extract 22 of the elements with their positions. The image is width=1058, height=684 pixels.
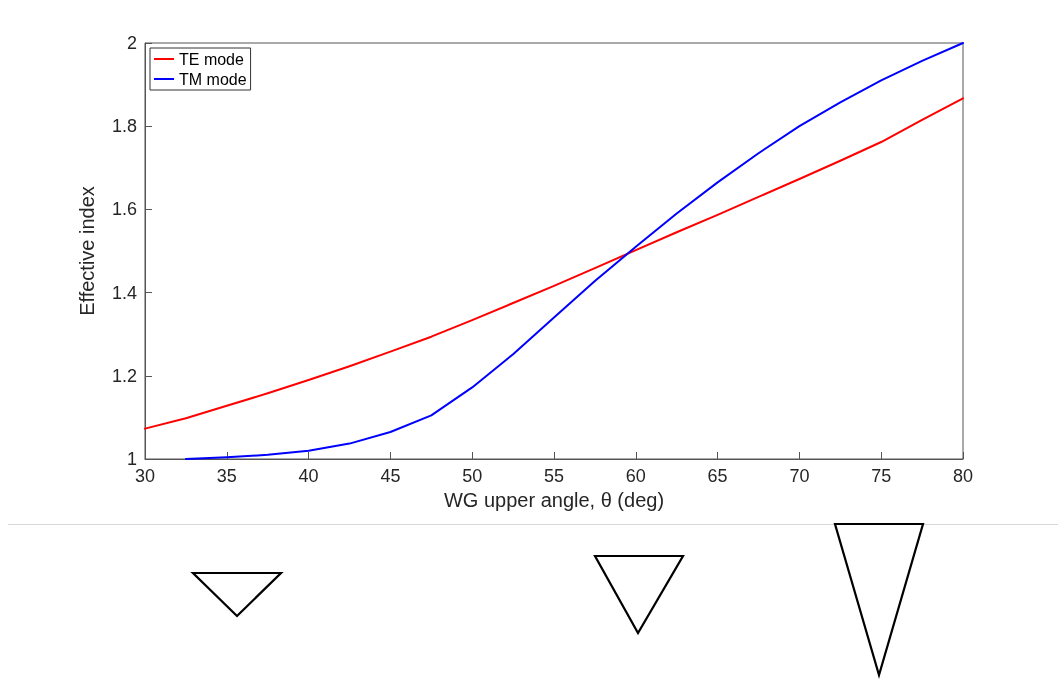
x-tick-label: 40 [298,466,319,486]
x-tick-label: 80 [952,466,974,486]
y-tick-label: 2 [126,33,137,53]
x-tick-label: 70 [789,466,810,486]
y-tick-label: 1.8 [111,116,137,137]
x-tick-label: 75 [871,466,892,486]
x-tick-label: 35 [216,466,237,486]
x-tick-label: 65 [707,466,728,486]
legend-label: TE mode [179,50,245,68]
y-tick-label: 1 [126,449,137,469]
y-tick-label: 1.2 [111,365,137,386]
x-tick-label: 55 [543,466,565,486]
x-tick-label: 30 [134,466,156,486]
x-tick-label: 60 [625,466,646,486]
legend-label: TM mode [179,70,247,88]
x-axis-title: WG upper angle, θ (deg) [443,488,665,511]
y-axis-title: Effective index [76,186,98,316]
y-tick-label: 1.6 [111,199,137,220]
x-tick-label: 50 [462,466,483,486]
x-tick-label: 45 [380,466,401,486]
y-tick-label: 1.4 [111,282,137,303]
line-series [144,97,964,430]
